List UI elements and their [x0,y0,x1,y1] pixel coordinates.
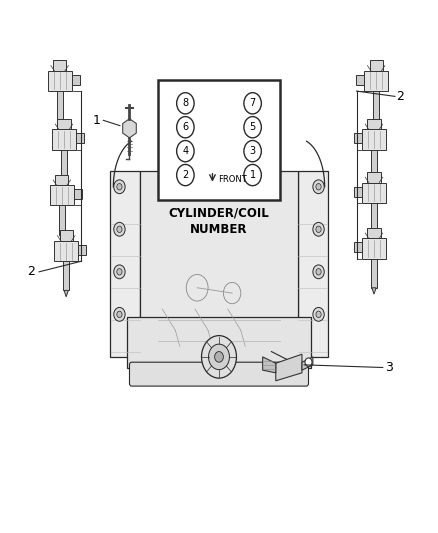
Polygon shape [62,179,66,185]
FancyBboxPatch shape [60,230,73,241]
Text: 4: 4 [182,146,188,156]
Circle shape [117,226,122,232]
Circle shape [114,222,125,236]
Polygon shape [74,189,81,199]
Polygon shape [372,179,376,185]
Circle shape [244,165,261,185]
Text: 6: 6 [182,122,188,132]
Text: 3: 3 [250,146,256,156]
Polygon shape [372,288,376,294]
Text: NUMBER: NUMBER [190,223,248,236]
FancyBboxPatch shape [367,228,381,238]
Polygon shape [354,133,362,143]
FancyBboxPatch shape [140,171,298,320]
Polygon shape [76,133,84,143]
FancyBboxPatch shape [50,185,74,205]
Circle shape [244,117,261,138]
Text: 2: 2 [182,170,188,180]
Polygon shape [64,290,68,297]
Text: 2: 2 [27,265,35,278]
FancyBboxPatch shape [364,71,388,91]
FancyBboxPatch shape [127,317,311,368]
Text: 8: 8 [182,98,188,108]
Circle shape [117,183,122,190]
Circle shape [244,141,261,162]
FancyBboxPatch shape [63,261,69,290]
FancyBboxPatch shape [371,259,377,288]
Circle shape [313,180,324,193]
FancyBboxPatch shape [362,130,386,150]
Polygon shape [372,232,376,238]
FancyBboxPatch shape [48,71,72,91]
Circle shape [313,265,324,279]
Circle shape [305,358,312,367]
FancyBboxPatch shape [61,150,67,179]
FancyBboxPatch shape [158,80,280,200]
Circle shape [177,117,194,138]
FancyBboxPatch shape [362,182,386,203]
FancyBboxPatch shape [59,205,65,235]
FancyBboxPatch shape [57,119,71,130]
Polygon shape [354,187,362,197]
Circle shape [316,226,321,232]
Polygon shape [276,354,302,381]
FancyBboxPatch shape [55,174,68,185]
Circle shape [201,336,237,378]
FancyBboxPatch shape [54,241,78,261]
Circle shape [313,222,324,236]
Circle shape [117,269,122,275]
Polygon shape [57,120,62,127]
Circle shape [117,311,122,318]
Polygon shape [263,357,276,373]
FancyBboxPatch shape [373,91,379,120]
Polygon shape [78,245,86,255]
FancyBboxPatch shape [53,60,66,71]
Circle shape [114,265,125,279]
Circle shape [177,165,194,185]
Circle shape [244,93,261,114]
Polygon shape [60,235,64,241]
Circle shape [316,311,321,318]
Polygon shape [72,75,80,85]
Text: 2: 2 [396,90,404,103]
Circle shape [316,269,321,275]
Text: 1: 1 [93,114,101,127]
Text: 1: 1 [250,170,256,180]
Polygon shape [302,357,313,370]
FancyBboxPatch shape [367,119,381,130]
Text: 3: 3 [385,361,393,374]
Polygon shape [297,171,328,357]
FancyBboxPatch shape [52,130,76,150]
Circle shape [114,180,125,193]
FancyBboxPatch shape [130,362,308,386]
FancyBboxPatch shape [57,91,63,120]
Circle shape [177,141,194,162]
Circle shape [208,344,230,369]
FancyBboxPatch shape [371,150,377,179]
Circle shape [316,183,321,190]
Text: 7: 7 [250,98,256,108]
FancyBboxPatch shape [370,60,383,71]
Circle shape [114,308,125,321]
FancyBboxPatch shape [367,172,381,182]
FancyBboxPatch shape [371,203,377,232]
Text: CYLINDER/COIL: CYLINDER/COIL [169,207,269,220]
Polygon shape [354,243,362,253]
FancyBboxPatch shape [362,238,386,259]
Polygon shape [110,171,141,357]
Polygon shape [374,120,378,127]
Text: 5: 5 [250,122,256,132]
Circle shape [177,93,194,114]
Circle shape [313,308,324,321]
Circle shape [215,352,223,362]
Text: FRONT: FRONT [218,175,247,184]
Polygon shape [357,75,364,85]
Polygon shape [123,119,136,138]
